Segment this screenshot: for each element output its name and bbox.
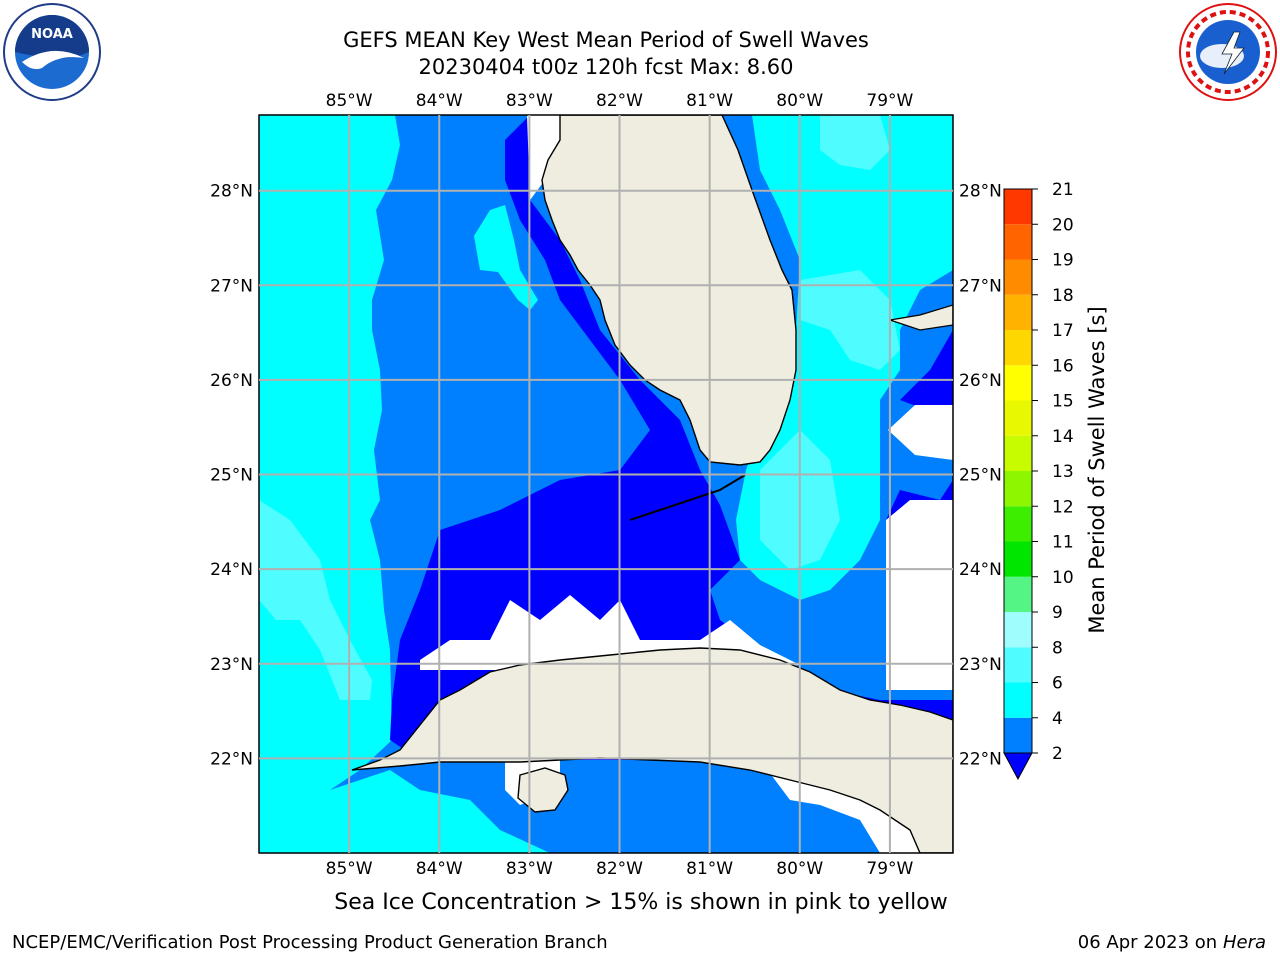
colorbar: 2 4 6 8 9 10 11 12 13 14 15 16 17 18 19 20 21 <box>1003 180 1074 781</box>
lat-label-left: 28°N <box>210 182 253 202</box>
lon-label-top: 83°W <box>506 91 553 111</box>
date-text: 06 Apr 2023 on <box>1077 932 1223 953</box>
colorbar-tick-label: 19 <box>1052 251 1074 271</box>
colorbar-segment <box>1004 330 1032 366</box>
lat-label-left: 22°N <box>210 749 253 769</box>
colorbar-tick-label: 15 <box>1052 392 1074 412</box>
central-cyan-patch <box>474 205 538 310</box>
colorbar-tick-label: 16 <box>1052 356 1074 376</box>
colorbar-segment <box>1004 400 1032 436</box>
lon-label-top: 81°W <box>686 91 733 111</box>
colorbar-tick-label: 13 <box>1052 462 1074 482</box>
lat-label-left: 26°N <box>210 371 253 391</box>
colorbar-tick-label: 20 <box>1052 215 1074 235</box>
lat-label-right: 28°N <box>959 182 1002 202</box>
lat-label-left: 27°N <box>210 276 253 296</box>
lon-label-top: 85°W <box>326 91 373 111</box>
lat-label-right: 25°N <box>959 466 1002 486</box>
western-cyan-band <box>259 115 400 820</box>
colorbar-segment <box>1004 365 1032 401</box>
bahamas-land <box>889 304 953 331</box>
colorbar-tick-label: 4 <box>1052 709 1063 729</box>
map-frame <box>258 114 954 854</box>
colorbar-tick-label: 17 <box>1052 321 1074 341</box>
colorbar-segment <box>1004 717 1032 753</box>
colorbar-segment <box>1004 471 1032 507</box>
nws-logo-icon <box>1179 3 1277 101</box>
colorbar-tick-label: 10 <box>1052 568 1074 588</box>
lat-label-right: 24°N <box>959 560 1002 580</box>
missing-white-2 <box>886 500 953 690</box>
blue-core <box>390 115 953 760</box>
colorbar-segment <box>1004 506 1032 542</box>
east-light-cyan <box>820 115 890 170</box>
lon-label-top: 79°W <box>866 91 913 111</box>
lat-label-right: 23°N <box>959 655 1002 675</box>
colorbar-segment <box>1004 541 1032 577</box>
chart-subtitle: 20230404 t00z 120h fcst Max: 8.60 <box>418 55 794 79</box>
colorbar-segment <box>1004 612 1032 648</box>
colorbar-tick-label: 12 <box>1052 497 1074 517</box>
colorbar-segment <box>1004 224 1032 260</box>
colorbar-under-arrow <box>1003 752 1033 781</box>
south-west-cyan <box>259 770 550 853</box>
lat-labels-right: 28°N 27°N 26°N 25°N 24°N 23°N 22°N <box>959 182 1002 770</box>
map-fill <box>259 115 953 853</box>
lon-label-bottom: 81°W <box>686 859 733 879</box>
colorbar-segment <box>1004 576 1032 612</box>
lon-labels-top: 85°W 84°W 83°W 82°W 81°W 80°W 79°W <box>326 91 914 111</box>
colorbar-segment <box>1004 682 1032 718</box>
keys <box>629 474 746 521</box>
noaa-logo-icon: NOAA <box>3 3 101 101</box>
colorbar-tick-label: 2 <box>1052 744 1063 764</box>
machine-name: Hera <box>1222 932 1266 953</box>
footnote: Sea Ice Concentration > 15% is shown in … <box>334 890 948 915</box>
missing-white-1 <box>888 405 953 460</box>
isle-of-youth-land <box>517 767 569 813</box>
date-line: 06 Apr 2023 on Hera <box>1078 932 1266 953</box>
florida-land <box>541 115 797 466</box>
lon-label-bottom: 84°W <box>416 859 463 879</box>
lat-label-left: 23°N <box>210 655 253 675</box>
lat-label-right: 22°N <box>959 749 1002 769</box>
gridlines <box>259 115 953 853</box>
colorbar-label: Mean Period of Swell Waves [s] <box>1085 306 1109 634</box>
western-light-cyan <box>259 500 372 700</box>
lon-label-top: 82°W <box>596 91 643 111</box>
colorbar-segment <box>1004 259 1032 295</box>
colorbar-tick-label: 8 <box>1052 638 1063 658</box>
colorbar-tick-label: 11 <box>1052 533 1074 553</box>
svg-text:NOAA: NOAA <box>31 27 73 42</box>
missing-white-4 <box>527 115 560 200</box>
colorbar-segment <box>1004 189 1032 225</box>
colorbar-segment <box>1004 435 1032 471</box>
lat-label-left: 24°N <box>210 560 253 580</box>
lon-label-bottom: 79°W <box>866 859 913 879</box>
colorbar-tick-label: 21 <box>1052 180 1074 200</box>
lon-label-bottom: 80°W <box>776 859 823 879</box>
east-light-cyan-2 <box>800 270 900 370</box>
chart-title: GEFS MEAN Key West Mean Period of Swell … <box>343 28 869 52</box>
colorbar-tick-label: 6 <box>1052 674 1063 694</box>
colorbar-tick-label: 14 <box>1052 427 1074 447</box>
lat-label-left: 25°N <box>210 466 253 486</box>
colorbar-tick-label: 9 <box>1052 603 1063 623</box>
lat-label-right: 27°N <box>959 276 1002 296</box>
colorbar-tick-label: 18 <box>1052 286 1074 306</box>
lon-labels-bottom: 85°W 84°W 83°W 82°W 81°W 80°W 79°W <box>326 859 914 879</box>
colorbar-segment <box>1004 647 1032 683</box>
lon-label-bottom: 83°W <box>506 859 553 879</box>
colorbar-segment <box>1004 294 1032 330</box>
lon-label-bottom: 82°W <box>596 859 643 879</box>
lat-label-right: 26°N <box>959 371 1002 391</box>
credit-line: NCEP/EMC/Verification Post Processing Pr… <box>12 932 608 953</box>
lon-label-bottom: 85°W <box>326 859 373 879</box>
lat-labels-left: 28°N 27°N 26°N 25°N 24°N 23°N 22°N <box>210 182 253 770</box>
lon-label-top: 84°W <box>416 91 463 111</box>
lon-label-top: 80°W <box>776 91 823 111</box>
